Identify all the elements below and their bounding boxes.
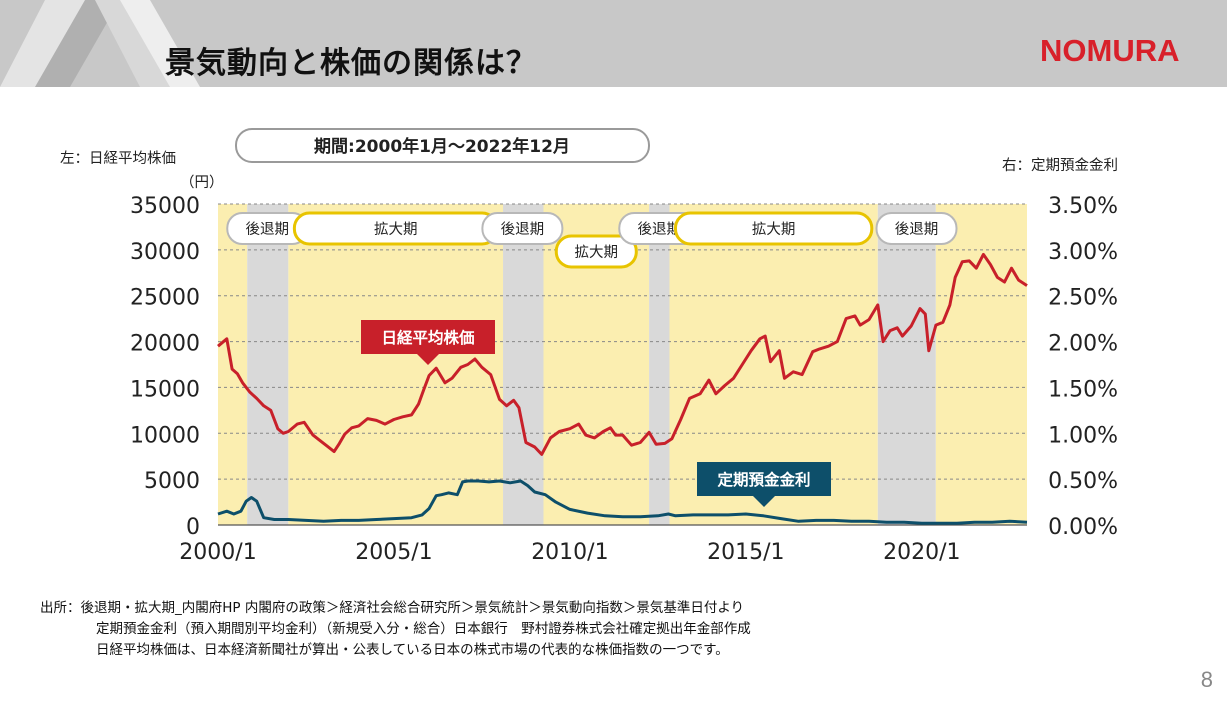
callout-pointer [753,496,775,507]
x-tick-label: 2000/1 [179,540,256,565]
phase-pill-expansion [673,211,874,246]
phase-pill-expansion [554,234,638,269]
left-tick-label: 0 [186,515,200,540]
phase-pill-label: 後退期 [638,221,682,238]
phase-pill-label: 拡大期 [374,221,418,238]
right-tick-label: 3.50% [1048,194,1118,219]
series-line-right [217,479,1028,525]
source-line-3: 日経平均株価は、日本経済新聞社が算出・公表している日本の株式市場の代表的な株価指… [96,642,729,658]
left-tick-label: 10000 [130,423,200,448]
right-tick-label: 2.50% [1048,286,1118,311]
right-tick-label: 3.00% [1048,240,1118,265]
period-box [235,128,650,163]
header-bar: 景気動向と株価の関係は？ NOMURA [0,0,1227,87]
phase-band-recession [503,204,544,525]
period-label: 期間:2000年1月～2022年12月 [314,136,570,157]
x-tick-label: 2020/1 [883,540,960,565]
phase-band-recession [649,204,670,525]
source-line-1: 出所：後退期・拡大期_内閣府HP 内閣府の政策＞経済社会総合研究所＞景気統計＞景… [40,600,745,616]
right-tick-label: 1.50% [1048,377,1118,402]
x-tick-label: 2010/1 [531,540,608,565]
axis-ticks: 0 5000 10000 15000 20000 25000 30000 35000 0.00%… [130,194,1118,565]
phase-band-recession [247,204,289,525]
right-tick-label: 0.00% [1048,515,1118,540]
chart: 0 5000 10000 15000 20000 25000 30000 35000 0.00%… [60,128,1118,565]
phase-pill-recession [481,212,564,245]
callout-label: 定期預金金利 [717,470,810,489]
phase-pill-recession [875,212,958,245]
left-tick-label: 5000 [144,469,200,494]
right-tick-label: 1.00% [1048,423,1118,448]
left-tick-label: 20000 [130,332,200,357]
left-tick-label: 15000 [130,377,200,402]
right-axis-label: 右：定期預金金利 [1002,157,1118,174]
header-decoration [0,0,200,87]
left-tick-label: 30000 [130,240,200,265]
phase-band-expansion [288,204,504,525]
left-tick-label: 35000 [130,194,200,219]
phase-pill-label: 拡大期 [575,244,619,261]
callout-label: 日経平均株価 [381,328,475,347]
x-tick-label: 2005/1 [355,540,432,565]
right-tick-label: 0.50% [1048,469,1118,494]
callout-pointer [417,354,439,365]
callout-box [697,462,831,496]
phase-pill-label: 後退期 [246,221,290,238]
phase-pill-label: 後退期 [895,221,939,238]
phase-band-expansion [935,204,1027,525]
right-tick-label: 2.00% [1048,332,1118,357]
phase-pill-label: 拡大期 [752,221,796,238]
phase-pill-label: 後退期 [501,221,545,238]
page-number: 8 [1200,667,1213,692]
left-axis-unit: （円） [180,174,224,191]
left-tick-label: 25000 [130,286,200,311]
phase-band-recession [877,204,936,525]
left-axis-label: 左：日経平均株価 [60,150,176,167]
nomura-logo: NOMURA [1040,33,1180,68]
series-line-left [217,252,1028,456]
source-line-2: 定期預金金利（預入期間別平均金利）（新規受入分・総合）日本銀行 野村證券株式会社… [96,621,751,637]
page-title: 景気動向と株価の関係は？ [165,46,537,81]
callout-box [361,320,495,354]
source-note: 出所：後退期・拡大期_内閣府HP 内閣府の政策＞経済社会総合研究所＞景気統計＞景… [40,598,751,661]
series-lines [217,252,1028,525]
x-tick-label: 2015/1 [707,540,784,565]
